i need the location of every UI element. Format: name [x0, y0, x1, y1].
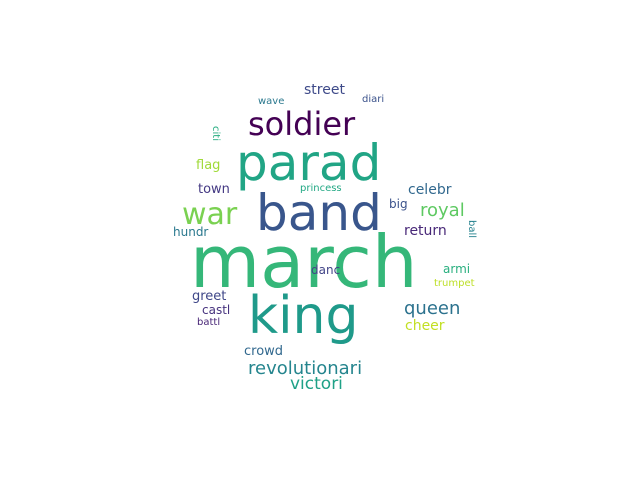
- word-citi: citi: [210, 126, 221, 141]
- word-crowd: crowd: [244, 344, 284, 359]
- word-royal: royal: [420, 200, 465, 221]
- word-diari: diari: [362, 94, 385, 105]
- word-greet: greet: [192, 289, 227, 304]
- word-big: big: [389, 197, 408, 211]
- word-king: king: [248, 286, 359, 346]
- word-march: march: [190, 220, 418, 304]
- word-queen: queen: [404, 298, 461, 319]
- word-celebr: celebr: [408, 182, 452, 198]
- word-cheer: cheer: [405, 318, 445, 334]
- word-return: return: [404, 223, 447, 239]
- word-band: band: [256, 184, 382, 242]
- word-danc: danc: [311, 263, 341, 277]
- word-soldier: soldier: [248, 105, 356, 143]
- word-parad: parad: [236, 134, 382, 192]
- word-street: street: [304, 82, 345, 98]
- word-wave: wave: [258, 96, 285, 107]
- word-princess: princess: [300, 183, 342, 194]
- word-revolutionari: revolutionari: [248, 358, 363, 379]
- word-armi: armi: [443, 262, 471, 276]
- word-war: war: [182, 197, 238, 232]
- word-hundr: hundr: [173, 225, 209, 239]
- word-flag: flag: [196, 158, 221, 173]
- word-castl: castl: [202, 303, 231, 317]
- word-victori: victori: [290, 374, 343, 394]
- word-town: town: [198, 182, 230, 197]
- word-trumpet: trumpet: [434, 278, 475, 289]
- word-battl: battl: [197, 317, 221, 328]
- word-ball: ball: [466, 220, 477, 239]
